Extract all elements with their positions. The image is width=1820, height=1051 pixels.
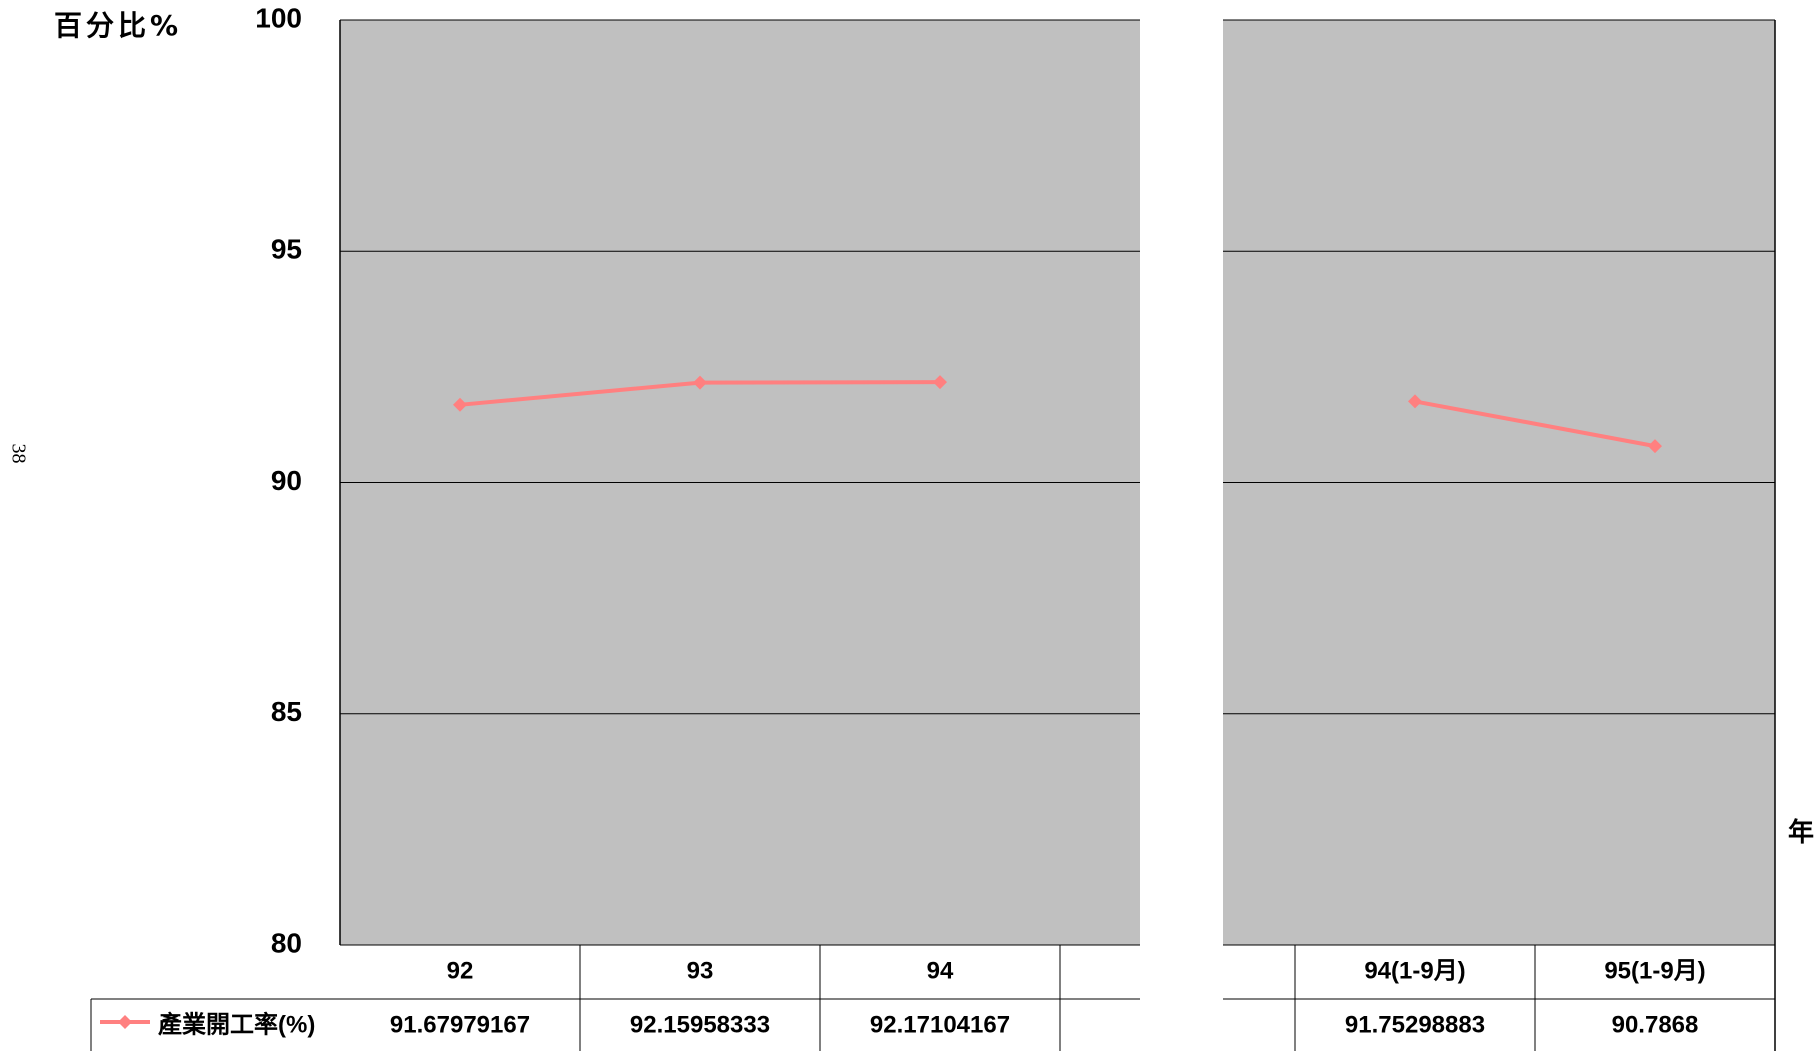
- data-point: [1648, 439, 1662, 454]
- x-tick-label: 95(1-9月): [1604, 957, 1705, 984]
- data-table-value: 92.15958333: [630, 1011, 770, 1038]
- series-line: [1414, 399, 1656, 449]
- x-tick-label: 93: [687, 957, 714, 984]
- page-number: 38: [7, 443, 30, 464]
- x-tick-label: 94: [927, 957, 954, 984]
- x-tick-label: 94(1-9月): [1364, 957, 1465, 984]
- data-table-value: 91.75298883: [1345, 1011, 1485, 1038]
- data-table: 產業開工率(%) 92 91.67979167 93 92.15958333 94 92.1…: [90, 944, 1776, 1051]
- y-axis-ticks: 80 85 90 95 100: [255, 2, 302, 958]
- data-point: [1408, 394, 1422, 409]
- y-tick-label: 80: [271, 927, 302, 958]
- data-point: [453, 397, 467, 412]
- y-axis-label: 百分比%: [54, 9, 183, 42]
- y-tick-label: 95: [271, 234, 302, 265]
- x-axis-label: 年: [1788, 818, 1815, 848]
- legend-label: 產業開工率(%): [158, 1010, 315, 1038]
- data-table-value: 90.7868: [1612, 1011, 1699, 1038]
- data-table-value: 92.17104167: [870, 1011, 1010, 1038]
- legend-marker: [118, 1015, 132, 1029]
- y-tick-label: 85: [271, 696, 302, 727]
- x-tick-label: 92: [447, 957, 474, 984]
- data-table-value: 91.67979167: [390, 1011, 530, 1038]
- y-tick-label: 90: [271, 465, 302, 496]
- data-point: [933, 375, 947, 390]
- data-point: [693, 375, 707, 390]
- series-lines: [453, 375, 1662, 454]
- y-tick-label: 100: [255, 2, 302, 33]
- axes: [339, 20, 1776, 1051]
